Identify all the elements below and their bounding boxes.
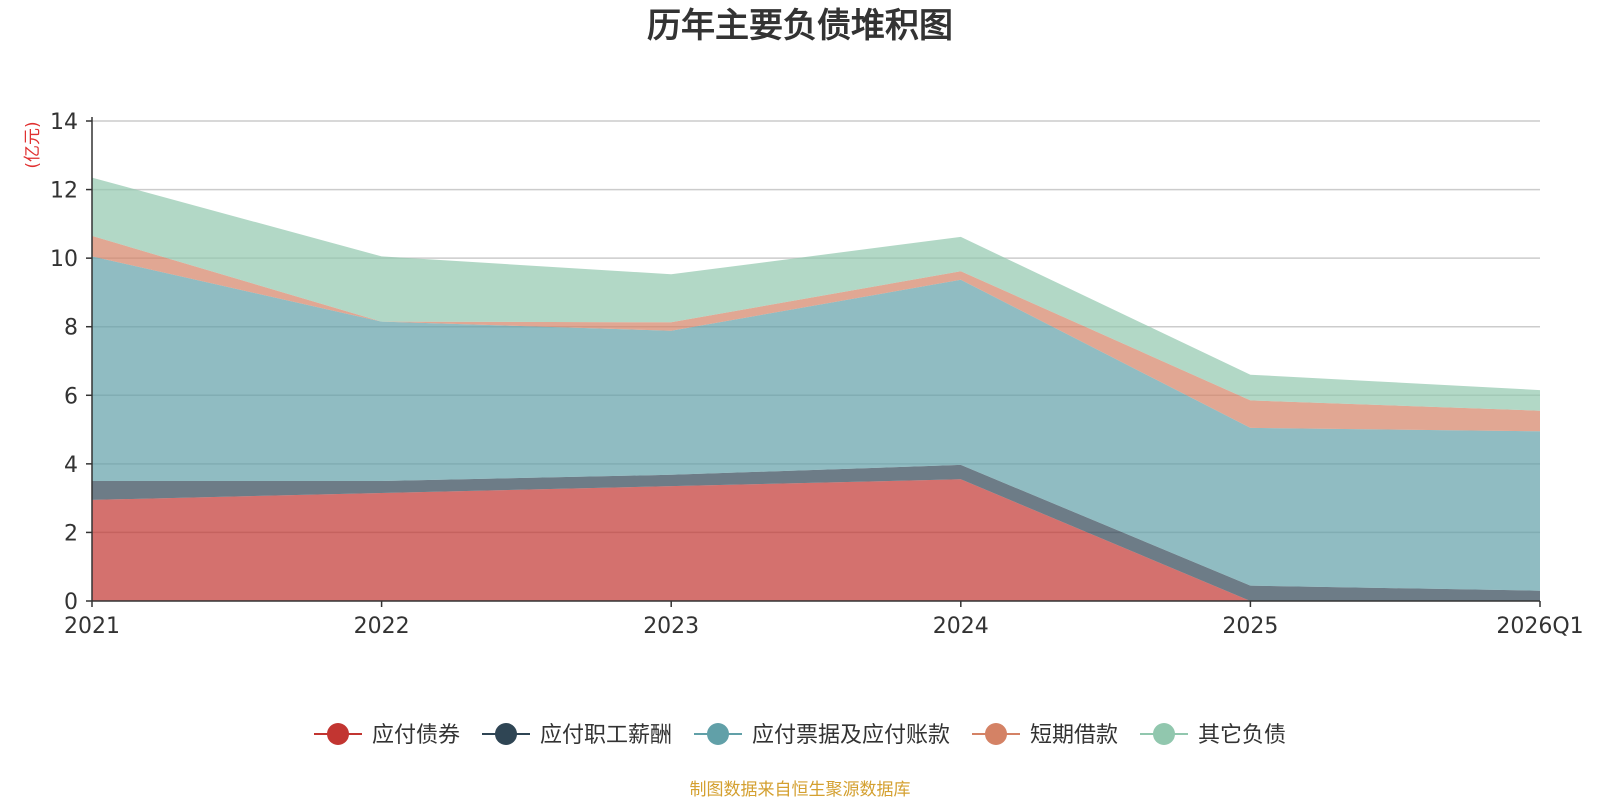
- legend-marker-icon: [985, 723, 1007, 745]
- y-tick-label: 0: [64, 590, 78, 615]
- legend-label: 应付票据及应付账款: [752, 723, 950, 748]
- y-tick-label: 8: [64, 316, 78, 341]
- area-series-group: [92, 177, 1540, 601]
- y-tick-label: 2: [64, 521, 78, 546]
- legend-item-短期借款[interactable]: 短期借款: [972, 723, 1118, 748]
- y-tick-label: 4: [64, 453, 78, 478]
- data-source-note: 制图数据来自恒生聚源数据库: [690, 780, 911, 800]
- area-短期借款[interactable]: [92, 235, 1540, 432]
- legend-label: 应付职工薪酬: [540, 723, 672, 748]
- area-应付职工薪酬[interactable]: [92, 464, 1540, 601]
- y-tick-label: 6: [64, 384, 78, 409]
- x-tick-label: 2023: [643, 614, 699, 639]
- legend-marker-icon: [1153, 723, 1175, 745]
- chart-title: 历年主要负债堆积图: [647, 6, 953, 46]
- axes: 0 2 4 6 8 10 12 14 2021 2022 2023 2024 2025 2026Q1: [50, 110, 1584, 639]
- legend-item-应付职工薪酬[interactable]: 应付职工薪酬: [482, 723, 672, 748]
- y-tick-label: 14: [50, 110, 78, 135]
- legend-marker-icon: [495, 723, 517, 745]
- legend-marker-icon: [327, 723, 349, 745]
- area-其它负债[interactable]: [92, 177, 1540, 411]
- legend-item-其它负债[interactable]: 其它负债: [1140, 723, 1286, 748]
- x-tick-label: 2026Q1: [1496, 614, 1583, 639]
- legend-label: 其它负债: [1198, 723, 1286, 748]
- legend-item-应付票据及应付账款[interactable]: 应付票据及应付账款: [694, 723, 950, 748]
- y-tick-label: 12: [50, 179, 78, 204]
- legend-item-应付债券[interactable]: 应付债券: [314, 723, 460, 748]
- y-axis-unit-label: (亿元): [23, 121, 43, 168]
- area-应付债券[interactable]: [92, 479, 1540, 601]
- x-tick-label: 2021: [64, 614, 120, 639]
- legend-marker-icon: [707, 723, 729, 745]
- y-tick-label: 10: [50, 247, 78, 272]
- area-应付票据及应付账款[interactable]: [92, 256, 1540, 591]
- legend-label: 短期借款: [1030, 723, 1118, 748]
- x-tick-label: 2022: [354, 614, 410, 639]
- x-tick-label: 2025: [1222, 614, 1278, 639]
- legend-label: 应付债券: [372, 723, 460, 748]
- x-tick-label: 2024: [933, 614, 989, 639]
- legend: 应付债券 应付职工薪酬 应付票据及应付账款 短期借款 其它负债: [314, 723, 1286, 748]
